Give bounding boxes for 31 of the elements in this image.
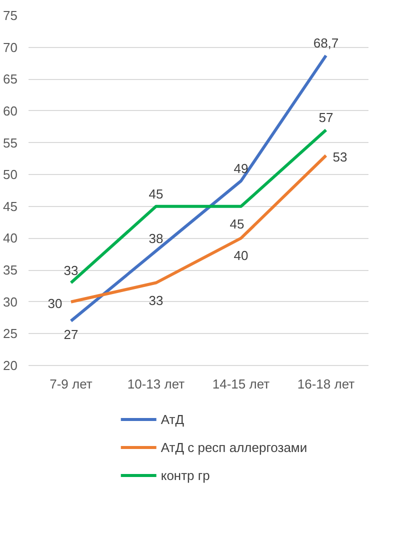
y-tick-label: 65 bbox=[3, 72, 18, 87]
data-label: 53 bbox=[332, 150, 348, 164]
x-tick-label: 10-13 лет bbox=[127, 376, 185, 392]
data-label: 27 bbox=[64, 326, 78, 342]
y-tick-label: 25 bbox=[3, 326, 18, 342]
data-label: 33 bbox=[148, 292, 164, 308]
data-label: 49 bbox=[234, 160, 248, 176]
data-label: 30 bbox=[48, 296, 62, 311]
data-label: 57 bbox=[318, 110, 334, 126]
x-tick-label: 16-18 лет bbox=[297, 376, 355, 392]
legend-label: контр гр bbox=[160, 468, 210, 482]
y-tick-label: 20 bbox=[3, 358, 18, 373]
y-tick-label: 45 bbox=[3, 198, 18, 214]
y-tick-label: 70 bbox=[3, 40, 18, 55]
legend-label: АтД с респ аллергозами bbox=[160, 440, 308, 454]
y-tick-label: 50 bbox=[3, 167, 18, 182]
data-label: 38 bbox=[148, 230, 164, 246]
data-label: 33 bbox=[64, 262, 78, 278]
x-tick-label: 14-15 лет bbox=[212, 376, 270, 392]
y-tick-label: 30 bbox=[3, 294, 18, 310]
y-tick-label: 40 bbox=[3, 230, 18, 246]
y-tick-label: 60 bbox=[3, 103, 18, 118]
y-tick-label: 75 bbox=[3, 8, 18, 23]
data-label: 68,7 bbox=[313, 36, 339, 51]
data-label: 40 bbox=[234, 248, 248, 264]
y-tick-label: 35 bbox=[3, 262, 18, 278]
data-label: 45 bbox=[148, 186, 164, 202]
x-tick-label: 7-9 лет bbox=[50, 376, 92, 392]
data-label: 45 bbox=[230, 216, 244, 232]
legend-label: АтД bbox=[160, 412, 184, 426]
y-tick-label: 55 bbox=[3, 135, 18, 150]
